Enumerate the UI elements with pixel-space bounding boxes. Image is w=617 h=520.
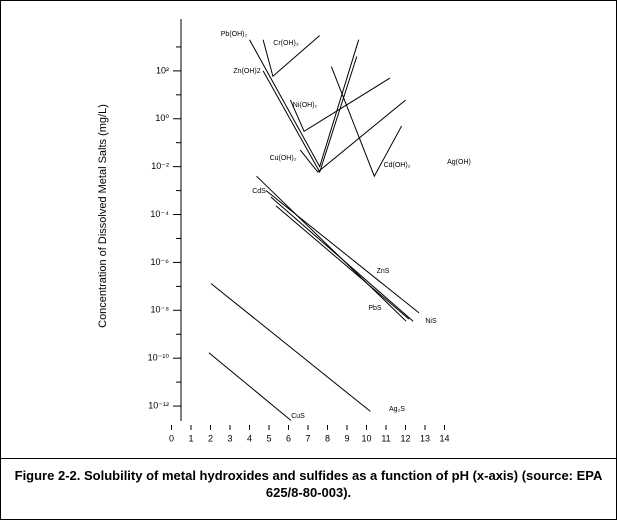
- series-label: Pb(OH)₂: [221, 31, 248, 38]
- y-axis-label: Concentration of Dissolved Metal Salts (…: [97, 104, 109, 328]
- series-line: [275, 205, 410, 320]
- separator: [1, 458, 616, 459]
- series-line: [210, 283, 371, 412]
- chart: Concentration of Dissolved Metal Salts (…: [97, 19, 471, 443]
- series-label: ZnS: [377, 268, 390, 275]
- x-tick-label: 13: [420, 433, 430, 443]
- y-tick-label: 10⁻⁸: [150, 305, 169, 315]
- x-tick-label: 8: [325, 433, 330, 443]
- x-tick-label: 6: [286, 433, 291, 443]
- series-label: PbS: [368, 305, 382, 312]
- series-line: [289, 77, 391, 133]
- y-tick-label: 10⁻⁶: [151, 257, 170, 267]
- x-tick-label: 10: [361, 433, 371, 443]
- x-tick-label: 9: [344, 433, 349, 443]
- series-label: Cu(OH)₂: [270, 155, 297, 162]
- caption: Figure 2-2. Solubility of metal hydroxid…: [14, 468, 603, 500]
- series-line: [330, 66, 403, 178]
- annotation: Ag(OH): [447, 159, 471, 166]
- x-tick-label: 4: [247, 433, 252, 443]
- series-line: [262, 56, 358, 174]
- series-label: Ag₂S: [389, 406, 405, 413]
- y-tick-label: 10⁰: [155, 113, 169, 123]
- series-label: NiS: [425, 318, 437, 325]
- series-line: [270, 196, 414, 322]
- series-line: [262, 35, 321, 78]
- y-tick-label: 10⁻²: [151, 161, 169, 171]
- x-tick-label: 1: [188, 433, 193, 443]
- y-tick-label: 10⁻⁴: [150, 209, 169, 219]
- series-line: [256, 175, 407, 322]
- series-line: [249, 39, 360, 168]
- x-tick-label: 12: [400, 433, 410, 443]
- series-label: Cd(OH)₂: [384, 162, 411, 169]
- x-tick-label: 11: [381, 433, 390, 443]
- x-tick-label: 0: [169, 433, 174, 443]
- x-tick-label: 3: [227, 433, 232, 443]
- y-tick-label: 10⁻¹²: [148, 400, 169, 410]
- series-label: Cr(OH)₃: [273, 40, 299, 47]
- series-line: [265, 190, 420, 314]
- x-tick-label: 14: [439, 433, 449, 443]
- series-line: [299, 99, 406, 173]
- series-label: Zn(OH)2: [233, 68, 260, 75]
- series-label: CuS: [291, 413, 305, 420]
- series-line: [208, 352, 292, 421]
- series-label: Ni(OH)₂: [293, 102, 318, 109]
- series-label: CdS: [252, 188, 266, 195]
- x-tick-label: 2: [208, 433, 213, 443]
- y-tick-label: 10²: [156, 65, 169, 75]
- x-tick-label: 5: [266, 433, 271, 443]
- y-tick-label: 10⁻¹⁰: [148, 353, 170, 363]
- x-tick-label: 7: [305, 433, 310, 443]
